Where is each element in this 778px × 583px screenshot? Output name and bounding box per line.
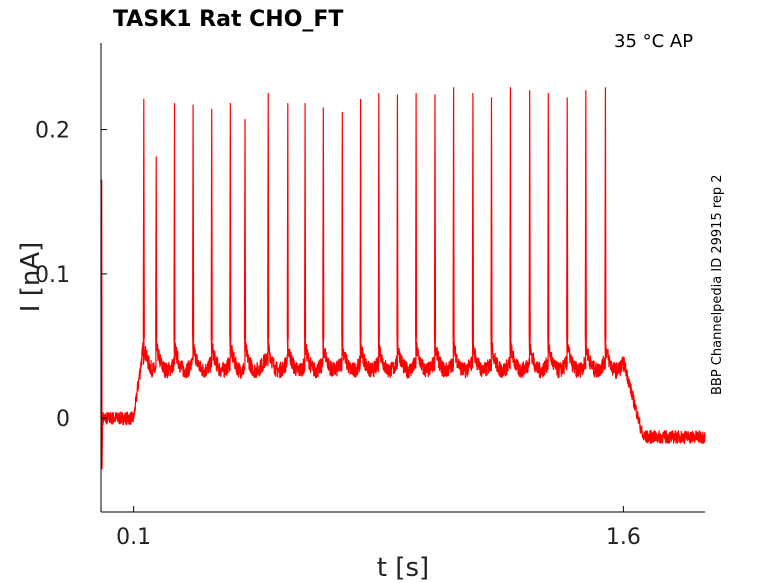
chart-title: TASK1 Rat CHO_FT: [113, 7, 343, 32]
y-tick-label: 0: [56, 407, 70, 432]
y-axis-label: I [nA]: [16, 242, 46, 312]
x-axis-label: t [s]: [377, 553, 429, 583]
condition-label: 35 °C AP: [614, 31, 693, 52]
y-axis-ticks: 0 0.1 0.2: [35, 119, 107, 432]
x-tick-label: 0.1: [116, 525, 151, 550]
current-trace: [100, 87, 706, 470]
source-label: BBP Channelpedia ID 29915 rep 2: [710, 174, 725, 395]
x-tick-label: 1.6: [606, 525, 641, 550]
y-tick-label: 0.1: [35, 263, 70, 288]
plot-area: [100, 87, 706, 470]
x-axis-ticks: 0.1 1.6: [116, 506, 641, 550]
y-tick-label: 0.2: [35, 119, 70, 144]
